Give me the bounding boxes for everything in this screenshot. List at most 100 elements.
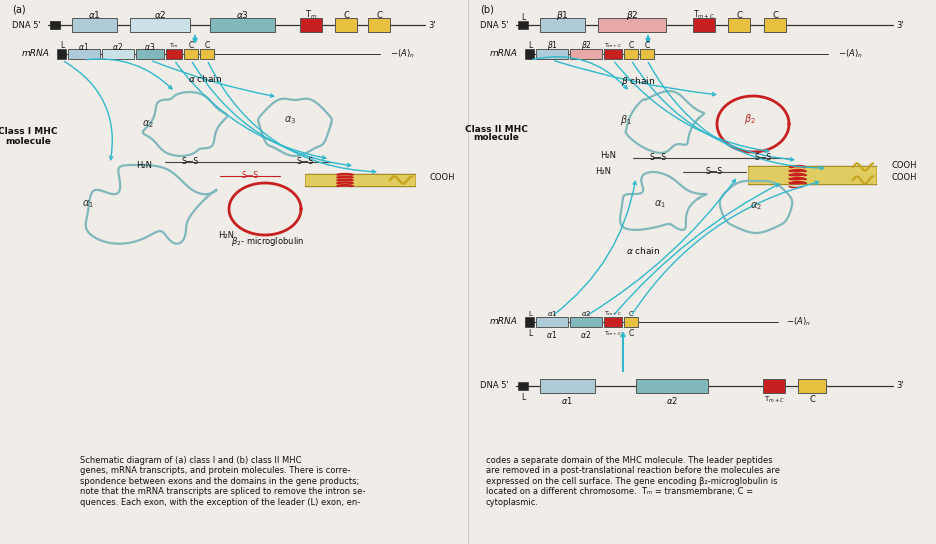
Text: molecule: molecule (5, 137, 51, 145)
Text: C: C (188, 41, 194, 51)
Text: C: C (628, 330, 634, 338)
Bar (518, 21, 528, 29)
Text: S—S: S—S (706, 168, 723, 176)
Bar (518, 382, 528, 390)
Text: $\alpha$1: $\alpha$1 (561, 394, 573, 405)
Text: C: C (628, 41, 634, 51)
Text: C: C (344, 10, 349, 20)
Text: $\alpha_2$: $\alpha_2$ (750, 200, 762, 212)
Text: T$_{m+C}$: T$_{m+C}$ (604, 310, 622, 318)
Text: $\alpha$1: $\alpha$1 (88, 9, 100, 21)
Text: $\beta_2$: $\beta_2$ (744, 112, 756, 126)
Text: $\alpha_3$: $\alpha_3$ (284, 114, 296, 126)
Bar (72, 18, 117, 32)
Text: $\alpha_1$: $\alpha_1$ (654, 198, 666, 210)
Bar (368, 18, 390, 32)
Bar (604, 49, 622, 59)
Text: $\beta_1$: $\beta_1$ (620, 113, 632, 127)
Bar (525, 317, 534, 327)
Text: mRNA: mRNA (490, 318, 518, 326)
Bar (763, 379, 785, 393)
Text: DNA 5': DNA 5' (480, 21, 509, 29)
Bar (636, 379, 708, 393)
Text: $\alpha$2: $\alpha$2 (112, 40, 124, 52)
Text: $\alpha$2: $\alpha$2 (581, 310, 592, 318)
Text: H₂N: H₂N (136, 162, 152, 170)
Text: 3': 3' (896, 381, 903, 391)
Bar (200, 49, 214, 59)
Bar (764, 18, 786, 32)
Bar (570, 49, 602, 59)
Text: T$_m$: T$_m$ (169, 41, 179, 51)
Bar (798, 379, 826, 393)
Bar (102, 49, 134, 59)
Text: $\beta_2$- microglobulin: $\beta_2$- microglobulin (231, 236, 305, 249)
Text: COOH: COOH (891, 174, 916, 182)
Text: mRNA: mRNA (22, 50, 50, 59)
Text: DNA 5': DNA 5' (12, 21, 41, 29)
Text: C: C (736, 10, 742, 20)
Text: S—S: S—S (650, 153, 666, 163)
Bar (624, 49, 638, 59)
Bar (130, 18, 190, 32)
Text: L: L (60, 41, 65, 51)
Text: $\alpha_1$: $\alpha_1$ (82, 198, 94, 210)
Text: L: L (528, 330, 533, 338)
Bar (184, 49, 198, 59)
Text: $\alpha$3: $\alpha$3 (144, 40, 155, 52)
Text: $\alpha$1: $\alpha$1 (547, 310, 557, 318)
Bar (540, 18, 585, 32)
Bar (570, 317, 602, 327)
Text: Class I MHC: Class I MHC (0, 127, 58, 137)
Text: 3': 3' (428, 21, 435, 29)
Text: $\alpha$2: $\alpha$2 (666, 394, 678, 405)
Bar (136, 49, 164, 59)
Bar (525, 49, 534, 59)
Text: T$_{m+C}$: T$_{m+C}$ (693, 9, 715, 21)
Text: $\alpha$2: $\alpha$2 (154, 9, 167, 21)
Text: $\alpha$2: $\alpha$2 (580, 329, 592, 339)
Text: L: L (528, 311, 532, 317)
Text: T$_{m+C}$: T$_{m+C}$ (604, 41, 622, 51)
Text: COOH: COOH (891, 160, 916, 170)
Text: H₂N: H₂N (595, 166, 611, 176)
Bar (68, 49, 100, 59)
Text: T$_{m+C}$: T$_{m+C}$ (764, 395, 784, 405)
Bar (536, 49, 568, 59)
Bar (300, 18, 322, 32)
Text: H₂N: H₂N (218, 232, 234, 240)
Text: DNA 5': DNA 5' (480, 381, 509, 391)
Bar (640, 49, 654, 59)
Bar (166, 49, 182, 59)
Text: codes a separate domain of the MHC molecule. The leader peptides
are removed in : codes a separate domain of the MHC molec… (486, 456, 780, 506)
Text: $\beta$2: $\beta$2 (580, 40, 592, 53)
Bar (335, 18, 357, 32)
Text: C: C (644, 41, 650, 51)
Bar (728, 18, 750, 32)
Text: S—S: S—S (241, 171, 258, 181)
Bar (748, 166, 876, 184)
Text: $\beta$2: $\beta$2 (626, 9, 638, 22)
Text: L: L (520, 393, 525, 403)
Bar (50, 21, 60, 29)
Bar (624, 317, 638, 327)
Text: C: C (376, 10, 382, 20)
Text: $-(A)_n$: $-(A)_n$ (838, 48, 863, 60)
Text: T$_m$: T$_m$ (305, 9, 317, 21)
Bar (598, 18, 666, 32)
Text: S—S: S—S (182, 158, 198, 166)
Text: $\alpha$1: $\alpha$1 (547, 329, 558, 339)
Text: COOH: COOH (430, 172, 456, 182)
Bar (210, 18, 275, 32)
Text: $\alpha_2$: $\alpha_2$ (142, 118, 154, 130)
Text: H₂N: H₂N (600, 151, 616, 160)
Text: mRNA: mRNA (490, 50, 518, 59)
Text: $\alpha$1: $\alpha$1 (79, 40, 90, 52)
Text: C: C (204, 41, 210, 51)
Text: T$_{m+C}$: T$_{m+C}$ (604, 330, 622, 338)
Text: S—S: S—S (754, 153, 771, 163)
Bar (540, 379, 595, 393)
Text: (b): (b) (480, 4, 494, 14)
Bar (604, 317, 622, 327)
Text: (a): (a) (12, 4, 25, 14)
